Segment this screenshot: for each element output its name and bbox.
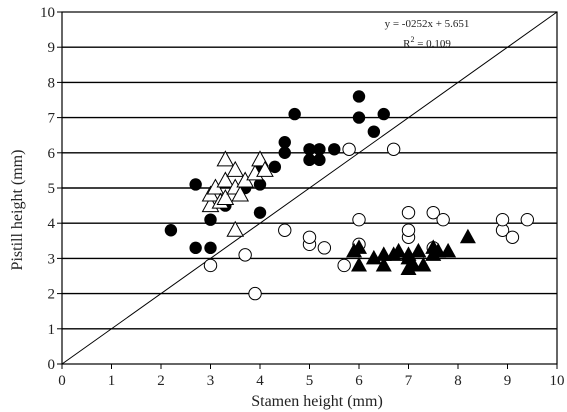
regression-annotation: y = -0252x + 5.651 R2 = 0.109 [385, 18, 470, 50]
open-circle-point [238, 248, 252, 262]
y-tick-label: 9 [48, 40, 56, 56]
x-axis-title: Stamen height (mm) [251, 393, 383, 410]
open-triangle-point [216, 171, 235, 188]
open-circle-point [203, 258, 218, 273]
y-tick-label: 4 [48, 216, 56, 232]
filled-triangle-point [415, 256, 432, 272]
regression-equation: y = -0252x + 5.651 [385, 18, 470, 30]
open-circle-point [352, 212, 366, 227]
filled-triangle-point [440, 242, 457, 258]
diagonal-reference-line [61, 11, 558, 365]
x-tick-label: 0 [58, 373, 66, 389]
x-tick-label: 2 [157, 373, 165, 389]
filled-circle-point [377, 107, 390, 121]
filled-circle-point [352, 90, 366, 103]
x-tick-label: 8 [454, 373, 462, 389]
y-tick-label: 1 [48, 322, 56, 338]
y-tick-label: 7 [48, 111, 56, 127]
r-squared-value: = 0.109 [414, 38, 451, 50]
open-circle-point [386, 142, 401, 156]
y-axis-title: Pistill height (mm) [9, 150, 26, 271]
r-squared-label: R2 = 0.109 [403, 35, 451, 50]
open-triangle-point [216, 150, 235, 167]
open-triangle-point [226, 160, 245, 177]
filled-triangle-point [459, 228, 476, 244]
x-tick-label: 7 [405, 373, 413, 389]
filled-circle-point [204, 241, 217, 255]
x-tick-label: 6 [355, 373, 363, 389]
open-circle-point [436, 212, 450, 227]
open-circle-point [426, 205, 440, 220]
y-tick-label: 2 [48, 287, 56, 303]
filled-circle-point [164, 224, 178, 237]
open-triangle-point [216, 189, 235, 206]
filled-circle-point [253, 206, 267, 219]
y-tick-label: 0 [48, 357, 56, 373]
filled-circle-point [278, 136, 291, 149]
open-circle-point [401, 205, 416, 220]
open-circle-point [495, 212, 510, 227]
filled-triangle-point [390, 242, 407, 258]
open-triangle-point [226, 220, 245, 237]
filled-circle-point [328, 143, 341, 156]
r-squared-superscript: 2 [410, 35, 414, 44]
y-tick-label: 10 [40, 5, 55, 21]
filled-triangle-point [375, 256, 392, 272]
filled-circle-point [278, 146, 291, 159]
open-circle-point [302, 230, 317, 244]
y-tick-label: 5 [48, 181, 56, 197]
data-points [164, 90, 534, 301]
filled-circle-point [253, 178, 267, 191]
y-tick-label: 8 [48, 75, 56, 91]
x-tick-label: 3 [207, 373, 215, 389]
x-tick-label: 10 [550, 373, 565, 389]
filled-circle-point [313, 143, 326, 156]
filled-circle-point [367, 125, 381, 138]
filled-circle-point [352, 111, 366, 124]
filled-circle-point [268, 160, 282, 174]
open-triangle-point [251, 150, 269, 167]
open-circle-point [520, 212, 534, 227]
filled-triangle-point [351, 256, 367, 272]
y-tick-label: 6 [48, 146, 56, 162]
x-tick-label: 9 [504, 373, 512, 389]
filled-triangle-point [351, 239, 367, 254]
open-circle-point [248, 286, 262, 301]
open-circle-point [278, 223, 292, 237]
open-circle-point [401, 223, 416, 237]
filled-circle-point [189, 178, 202, 191]
filled-circle-point [288, 107, 301, 121]
filled-triangle-point [410, 242, 427, 258]
open-circle-point [337, 258, 351, 273]
filled-circle-point [303, 143, 316, 156]
open-circle-point [317, 241, 332, 255]
open-triangle-point [256, 160, 274, 177]
filled-circle-point [303, 153, 316, 167]
open-triangle-point [231, 185, 250, 202]
axis-ticks: 0 1 2 3 4 5 6 7 8 9 10 0 1 2 3 4 5 6 7 8 9 10 [40, 5, 565, 389]
filled-circle-point [313, 153, 326, 167]
open-circle-point [505, 230, 520, 244]
r-squared-prefix: R [403, 38, 411, 50]
x-tick-label: 1 [108, 373, 116, 389]
x-tick-label: 4 [256, 373, 264, 389]
x-tick-label: 5 [306, 373, 314, 389]
open-circle-point [342, 142, 356, 156]
filled-circle-point [189, 241, 202, 255]
y-tick-label: 3 [48, 251, 56, 267]
filled-circle-point [204, 213, 217, 226]
